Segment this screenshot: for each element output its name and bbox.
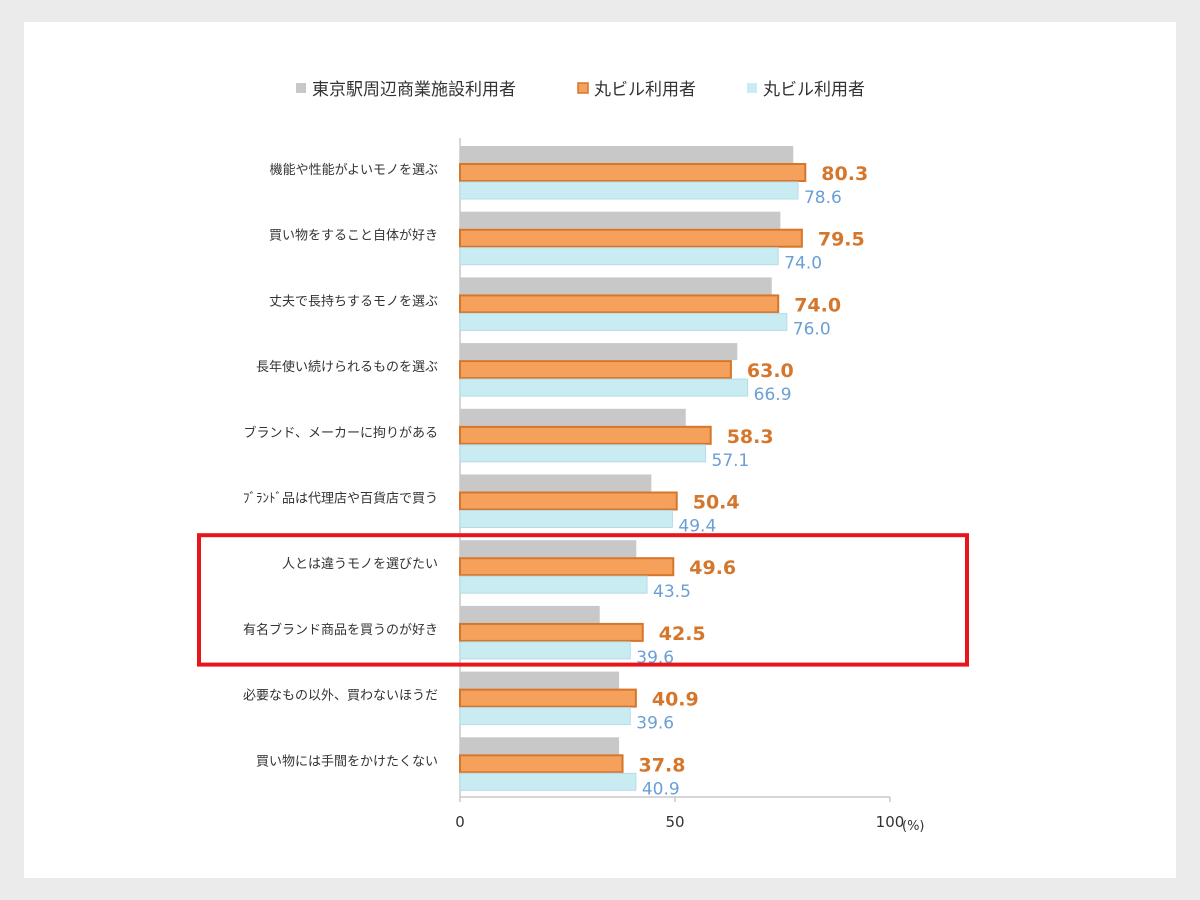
bar-orange-10 xyxy=(459,754,624,774)
category-label-1: 機能や性能がよいモノを選ぶ xyxy=(270,163,438,178)
bar-gray-8 xyxy=(460,605,600,623)
category-label-2: 買い物をすること自体が好き xyxy=(269,229,438,244)
data-label-blue-1: 78.6 xyxy=(804,188,842,208)
bar-orange-7 xyxy=(459,557,675,577)
bar-gray-4 xyxy=(460,343,738,361)
data-label-blue-3: 76.0 xyxy=(793,319,831,339)
bar-blue-3 xyxy=(459,312,788,331)
bar-blue-2 xyxy=(459,247,779,266)
category-label-3: 丈夫で長持ちするモノを選ぶ xyxy=(269,294,438,309)
bar-orange-4 xyxy=(459,360,732,380)
data-label-orange-10: 37.8 xyxy=(639,754,686,776)
bar-blue-9 xyxy=(459,707,631,726)
legend-swatch-2 xyxy=(577,82,589,94)
category-label-7: 人とは違うモノを選びたい xyxy=(282,557,438,572)
data-label-orange-8: 42.5 xyxy=(659,623,706,645)
bar-blue-10 xyxy=(459,772,637,791)
bar-orange-9 xyxy=(459,688,637,708)
category-label-4: 長年使い続けられるものを選ぶ xyxy=(256,359,438,375)
data-label-blue-9: 39.6 xyxy=(636,714,674,734)
data-label-blue-5: 57.1 xyxy=(712,451,750,471)
legend-swatch-3 xyxy=(747,83,757,93)
legend-label-3: 丸ビル利用者 xyxy=(763,80,865,100)
bar-gray-2 xyxy=(460,211,781,229)
bar-orange-3 xyxy=(459,294,780,314)
legend-label-1: 東京駅周辺商業施設利用者 xyxy=(312,80,516,100)
legend-swatch-1 xyxy=(296,83,306,93)
data-label-blue-6: 49.4 xyxy=(678,517,716,537)
data-label-orange-5: 58.3 xyxy=(727,426,774,448)
data-label-orange-1: 80.3 xyxy=(821,163,868,185)
bar-blue-4 xyxy=(459,378,749,397)
data-label-orange-9: 40.9 xyxy=(652,689,699,711)
category-label-9: 必要なもの以外、買わないほうだ xyxy=(243,689,438,704)
category-label-10: 買い物には手間をかけたくない xyxy=(256,754,438,769)
data-label-orange-7: 49.6 xyxy=(689,557,736,579)
data-label-orange-2: 79.5 xyxy=(818,229,865,251)
x-tick-label-50: 50 xyxy=(665,813,684,831)
data-label-blue-7: 43.5 xyxy=(653,582,691,602)
x-tick-label-100: 100 xyxy=(876,813,905,831)
bar-gray-6 xyxy=(460,474,652,492)
bar-orange-2 xyxy=(459,228,803,248)
bar-blue-5 xyxy=(459,444,707,463)
bar-gray-1 xyxy=(460,146,794,163)
bar-orange-8 xyxy=(459,622,644,642)
data-label-blue-10: 40.9 xyxy=(642,779,680,799)
bar-blue-7 xyxy=(459,575,648,594)
bar-blue-6 xyxy=(459,510,673,528)
highlight-box xyxy=(197,533,969,667)
chart-panel: 東京駅周辺商業施設利用者 丸ビル利用者 丸ビル利用者 0 50 100 (%) 80.3 78.… xyxy=(24,22,1176,878)
legend-label-2: 丸ビル利用者 xyxy=(594,80,696,100)
data-label-orange-4: 63.0 xyxy=(747,360,794,382)
data-label-orange-6: 50.4 xyxy=(693,492,740,514)
x-axis-unit: (%) xyxy=(902,819,925,834)
x-tick-label-0: 0 xyxy=(455,813,465,831)
bar-gray-10 xyxy=(460,737,620,755)
bar-blue-8 xyxy=(459,641,631,660)
bar-chart: 東京駅周辺商業施設利用者 丸ビル利用者 丸ビル利用者 0 50 100(%) 80.3 78.… xyxy=(197,80,969,834)
bar-blue-1 xyxy=(459,181,799,200)
category-label-6: ﾌﾞﾗﾝﾄﾞ品は代理店や百貨店で買う xyxy=(243,491,438,507)
bar-gray-7 xyxy=(460,540,637,558)
bar-orange-6 xyxy=(459,491,678,511)
bar-orange-1 xyxy=(459,163,807,182)
data-label-orange-3: 74.0 xyxy=(794,294,841,316)
data-label-blue-2: 74.0 xyxy=(784,254,822,274)
bar-gray-3 xyxy=(460,277,772,295)
data-label-blue-4: 66.9 xyxy=(754,385,792,405)
bar-orange-5 xyxy=(459,425,712,445)
category-label-5: ブランド、メーカーに拘りがある xyxy=(244,425,438,441)
bar-gray-9 xyxy=(460,671,620,689)
bar-gray-5 xyxy=(460,408,686,426)
category-label-8: 有名ブランド商品を買うのが好き xyxy=(243,622,438,638)
